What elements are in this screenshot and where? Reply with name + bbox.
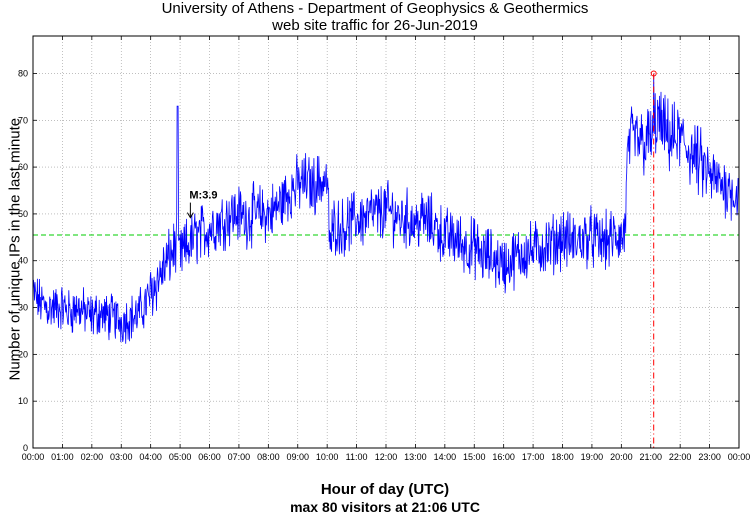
annotation-arrow-head xyxy=(186,212,194,219)
max-visitors-note: max 80 visitors at 21:06 UTC xyxy=(290,499,480,515)
x-tick-label: 00:00 xyxy=(728,452,750,462)
chart-title: University of Athens - Department of Geo… xyxy=(161,0,589,17)
x-tick-label: 07:00 xyxy=(228,452,251,462)
max-marker-point xyxy=(650,70,657,77)
x-tick-label: 08:00 xyxy=(257,452,280,462)
x-tick-label: 04:00 xyxy=(139,452,162,462)
y-tick-label: 0 xyxy=(23,443,28,453)
x-tick-label: 19:00 xyxy=(581,452,604,462)
y-tick-label: 80 xyxy=(18,68,28,78)
x-tick-label: 06:00 xyxy=(198,452,221,462)
x-tick-label: 20:00 xyxy=(610,452,633,462)
x-tick-label: 03:00 xyxy=(110,452,133,462)
series-line-traffic xyxy=(32,73,740,344)
x-tick-label: 17:00 xyxy=(522,452,545,462)
y-axis-label: Number of unique IPs in the last minute xyxy=(6,117,24,381)
x-tick-label: 01:00 xyxy=(51,452,74,462)
x-tick-label: 18:00 xyxy=(551,452,574,462)
x-tick-label: 12:00 xyxy=(375,452,398,462)
x-axis-label: Hour of day (UTC) xyxy=(320,481,450,498)
x-tick-label: 14:00 xyxy=(434,452,457,462)
y-tick-label: 50 xyxy=(18,209,28,219)
plot-frame xyxy=(32,35,740,449)
x-tick-label: 13:00 xyxy=(404,452,427,462)
y-tick-label: 20 xyxy=(18,349,28,359)
grid-lines xyxy=(33,36,739,448)
x-tick-label: 16:00 xyxy=(492,452,515,462)
x-tick-label: 22:00 xyxy=(669,452,692,462)
y-axis-ticks: 0 10 20 30 40 50 60 70 80 xyxy=(18,68,739,453)
x-tick-label: 21:00 xyxy=(639,452,662,462)
y-tick-label: 40 xyxy=(18,256,28,266)
x-tick-label: 10:00 xyxy=(316,452,339,462)
x-tick-label: 00:00 xyxy=(22,452,45,462)
x-tick-label: 05:00 xyxy=(169,452,192,462)
chart-subtitle: web site traffic for 26-Jun-2019 xyxy=(272,17,478,34)
annotation-label: M:3.9 xyxy=(189,190,217,202)
y-tick-label: 70 xyxy=(18,115,28,125)
x-tick-label: 09:00 xyxy=(286,452,309,462)
y-tick-label: 60 xyxy=(18,162,28,172)
x-tick-label: 02:00 xyxy=(81,452,104,462)
x-tick-label: 15:00 xyxy=(463,452,486,462)
x-axis-ticks: 00:00 01:00 02:00 03:00 04:00 05:00 06:00 07:00… xyxy=(22,36,750,462)
x-tick-label: 11:00 xyxy=(346,452,368,462)
y-tick-label: 10 xyxy=(18,396,28,406)
x-tick-label: 23:00 xyxy=(698,452,721,462)
annotation: M:3.9 xyxy=(186,190,218,219)
y-tick-label: 30 xyxy=(18,303,28,313)
